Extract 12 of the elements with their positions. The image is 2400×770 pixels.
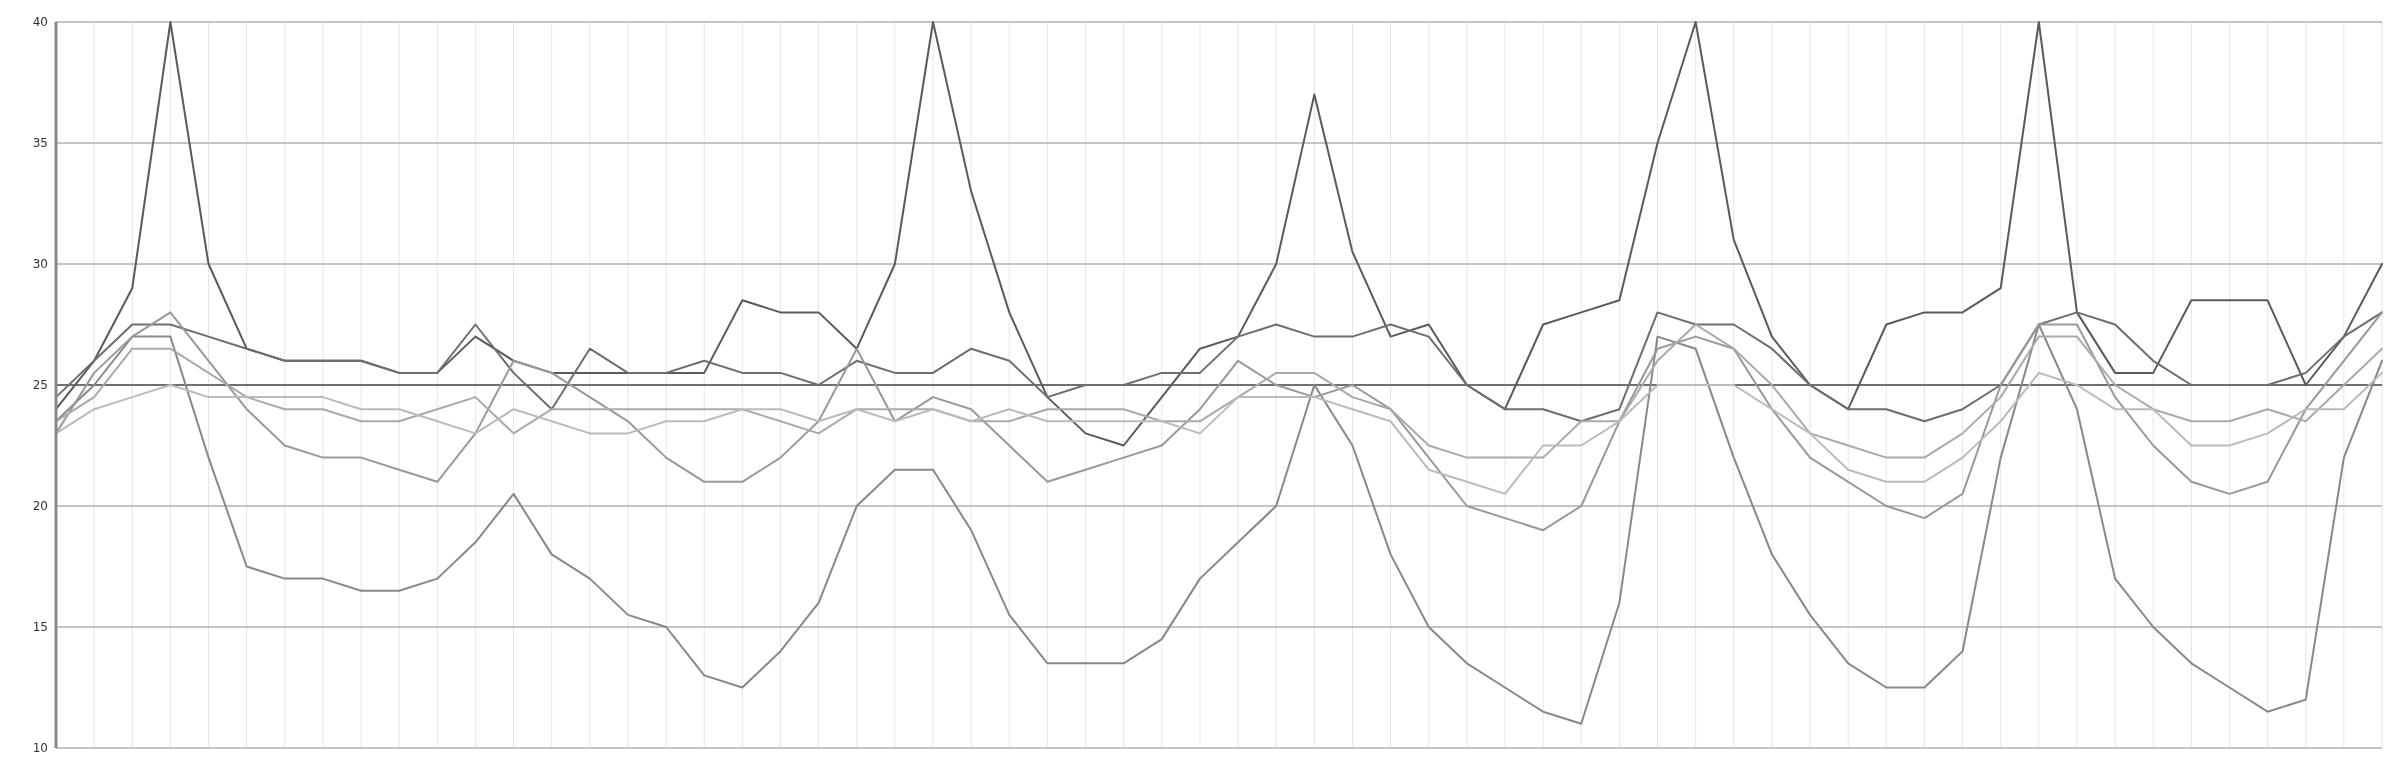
- line-series: [55, 311, 2383, 532]
- y-tick-label: 35: [32, 136, 48, 151]
- line-series: [55, 21, 2383, 447]
- line-series: [55, 323, 2383, 459]
- y-tick-label: 20: [32, 499, 48, 514]
- line-series: [55, 371, 2383, 495]
- y-tick-label: 25: [32, 378, 48, 393]
- y-tick-label: 15: [32, 620, 48, 635]
- y-tick-label: 10: [32, 741, 48, 756]
- y-tick-label: 30: [32, 257, 48, 272]
- line-series: [55, 311, 2383, 423]
- y-tick-label: 40: [32, 15, 48, 30]
